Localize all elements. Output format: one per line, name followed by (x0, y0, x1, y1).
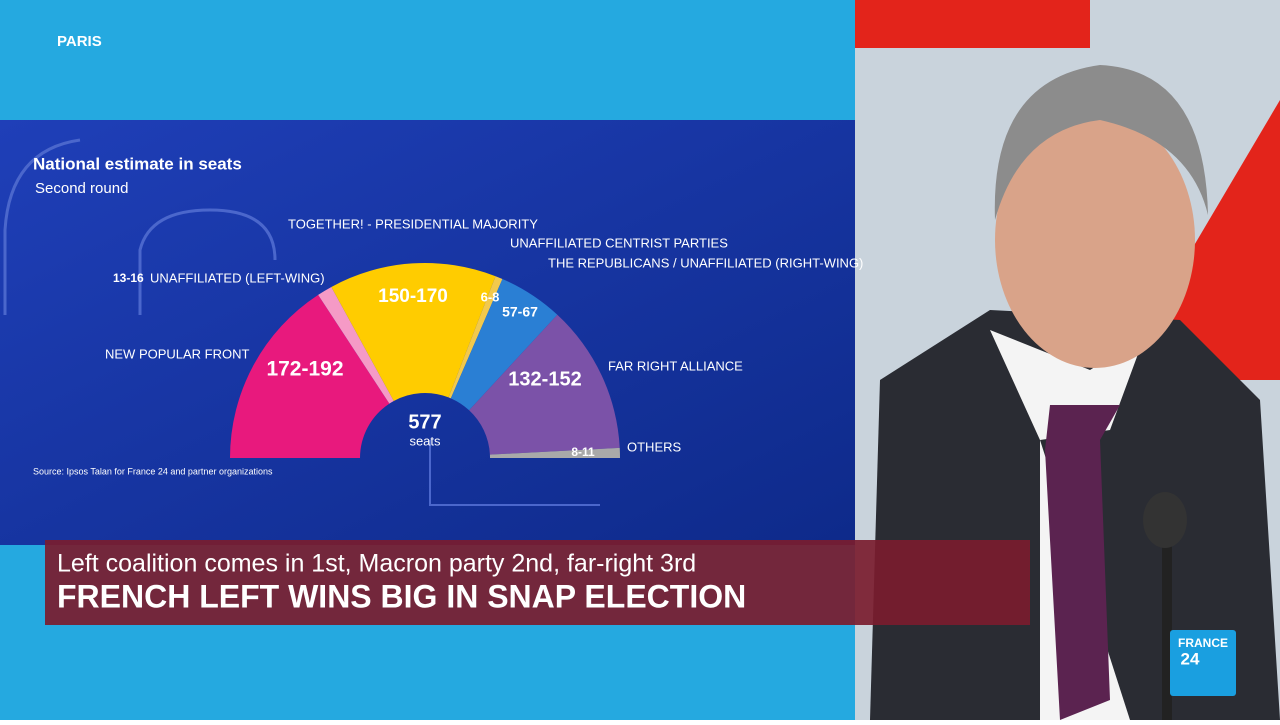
seat-segment (469, 314, 620, 455)
seat-segment (230, 294, 390, 458)
total-unit: seats (409, 433, 441, 448)
chart-title: National estimate in seats (33, 154, 242, 173)
studio-panel (855, 0, 1090, 48)
studio-panel (1150, 100, 1280, 380)
seat-range: 6-8 (481, 289, 500, 304)
party-name: UNAFFILIATED (LEFT-WING) (150, 270, 325, 285)
chart-source: Source: Ipsos Talan for France 24 and pa… (33, 466, 273, 476)
decoration (3, 138, 81, 315)
seat-range: 57-67 (502, 304, 538, 320)
logo-text: FRANCE (1178, 636, 1228, 650)
party-name: FAR RIGHT ALLIANCE (608, 358, 743, 373)
hemicycle (230, 263, 620, 458)
decoration (429, 440, 600, 506)
party-name: UNAFFILIATED CENTRIST PARTIES (510, 235, 728, 250)
face (995, 112, 1195, 368)
microphone (1162, 540, 1172, 720)
party-name: OTHERS (627, 439, 682, 454)
chart-subtitle: Second round (35, 180, 128, 197)
banner (45, 540, 1030, 625)
banner-headline: FRENCH LEFT WINS BIG IN SNAP ELECTION (57, 578, 746, 614)
total-seats: 577 (408, 411, 441, 433)
seat-segment (331, 263, 496, 401)
seat-range: 172-192 (266, 358, 343, 381)
microphone (1143, 492, 1187, 548)
banner-subtitle: Left coalition comes in 1st, Macron part… (57, 550, 696, 578)
seat-segment (448, 276, 503, 399)
decoration (138, 208, 277, 315)
hair (994, 65, 1208, 220)
seat-range: 132-152 (508, 368, 581, 390)
seat-range: 8-11 (571, 445, 595, 459)
location: PARIS (57, 33, 102, 50)
tie (1045, 405, 1120, 720)
seat-range: 13-16 (113, 271, 144, 285)
party-name: THE REPUBLICANS / UNAFFILIATED (RIGHT-WI… (548, 255, 863, 270)
seat-segment (318, 286, 394, 404)
logo-text: 24 (1181, 649, 1200, 668)
party-name: NEW POPULAR FRONT (105, 346, 250, 361)
seat-range: 150-170 (378, 286, 448, 307)
seat-segment (489, 447, 620, 458)
party-name: TOGETHER! - PRESIDENTIAL MAJORITY (288, 216, 538, 231)
logo (1170, 630, 1236, 696)
seat-segment (450, 279, 558, 411)
